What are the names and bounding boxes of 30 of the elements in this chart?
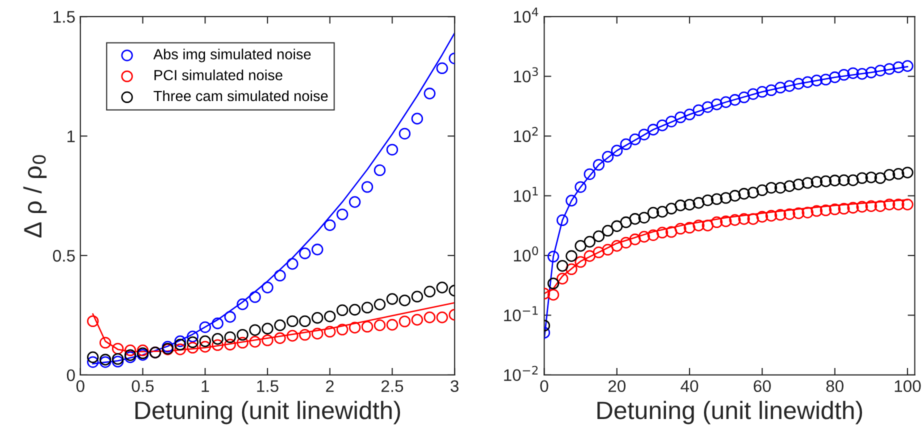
x-tick-label: 0 — [540, 380, 548, 392]
x-tick-label: 2.5 — [381, 380, 404, 392]
x-axis-title: Detuning (unit linewidth) — [135, 400, 400, 424]
x-tick-label: 2 — [326, 380, 334, 392]
y-tick-label: 10$^{0}$ — [514, 246, 538, 262]
legend-label: PCI simulated noise — [154, 70, 282, 80]
x-tick-label: 60 — [754, 380, 771, 392]
y-tick-label: 10$^{3}$ — [514, 67, 538, 82]
x-axis-title: Detuning (unit linewidth) — [597, 400, 862, 424]
y-tick-label: 10$^{4}$ — [514, 8, 538, 23]
x-tick-label: 1 — [202, 380, 209, 392]
x-tick-label: 80 — [826, 380, 844, 392]
legend-label: Abs img simulated noise — [153, 48, 311, 62]
y-tick-label: 0.5 — [53, 250, 75, 262]
legend-label: Three cam simulated noise — [154, 90, 328, 102]
y-tick-label: 10$^{−2}$ — [504, 366, 538, 382]
x-tick-label: 100 — [894, 380, 921, 392]
y-tick-label: 10$^{1}$ — [514, 186, 538, 202]
x-tick-label: 1.5 — [257, 380, 278, 392]
x-tick-label: 0.5 — [132, 380, 154, 392]
y-tick-label: 0 — [66, 369, 75, 382]
x-tick-label: 20 — [608, 380, 626, 392]
x-tick-label: 40 — [680, 380, 698, 392]
y-tick-label: 10$^{2}$ — [514, 126, 538, 142]
y-tick-label: 1.5 — [54, 11, 75, 23]
y-axis-title: Δ ρ / ρ$_{0}$ — [23, 155, 47, 238]
y-tick-label: 10$^{−1}$ — [504, 306, 538, 322]
y-tick-label: 1 — [68, 130, 75, 142]
x-tick-label: 0 — [76, 380, 84, 392]
x-tick-label: 3 — [450, 380, 459, 392]
